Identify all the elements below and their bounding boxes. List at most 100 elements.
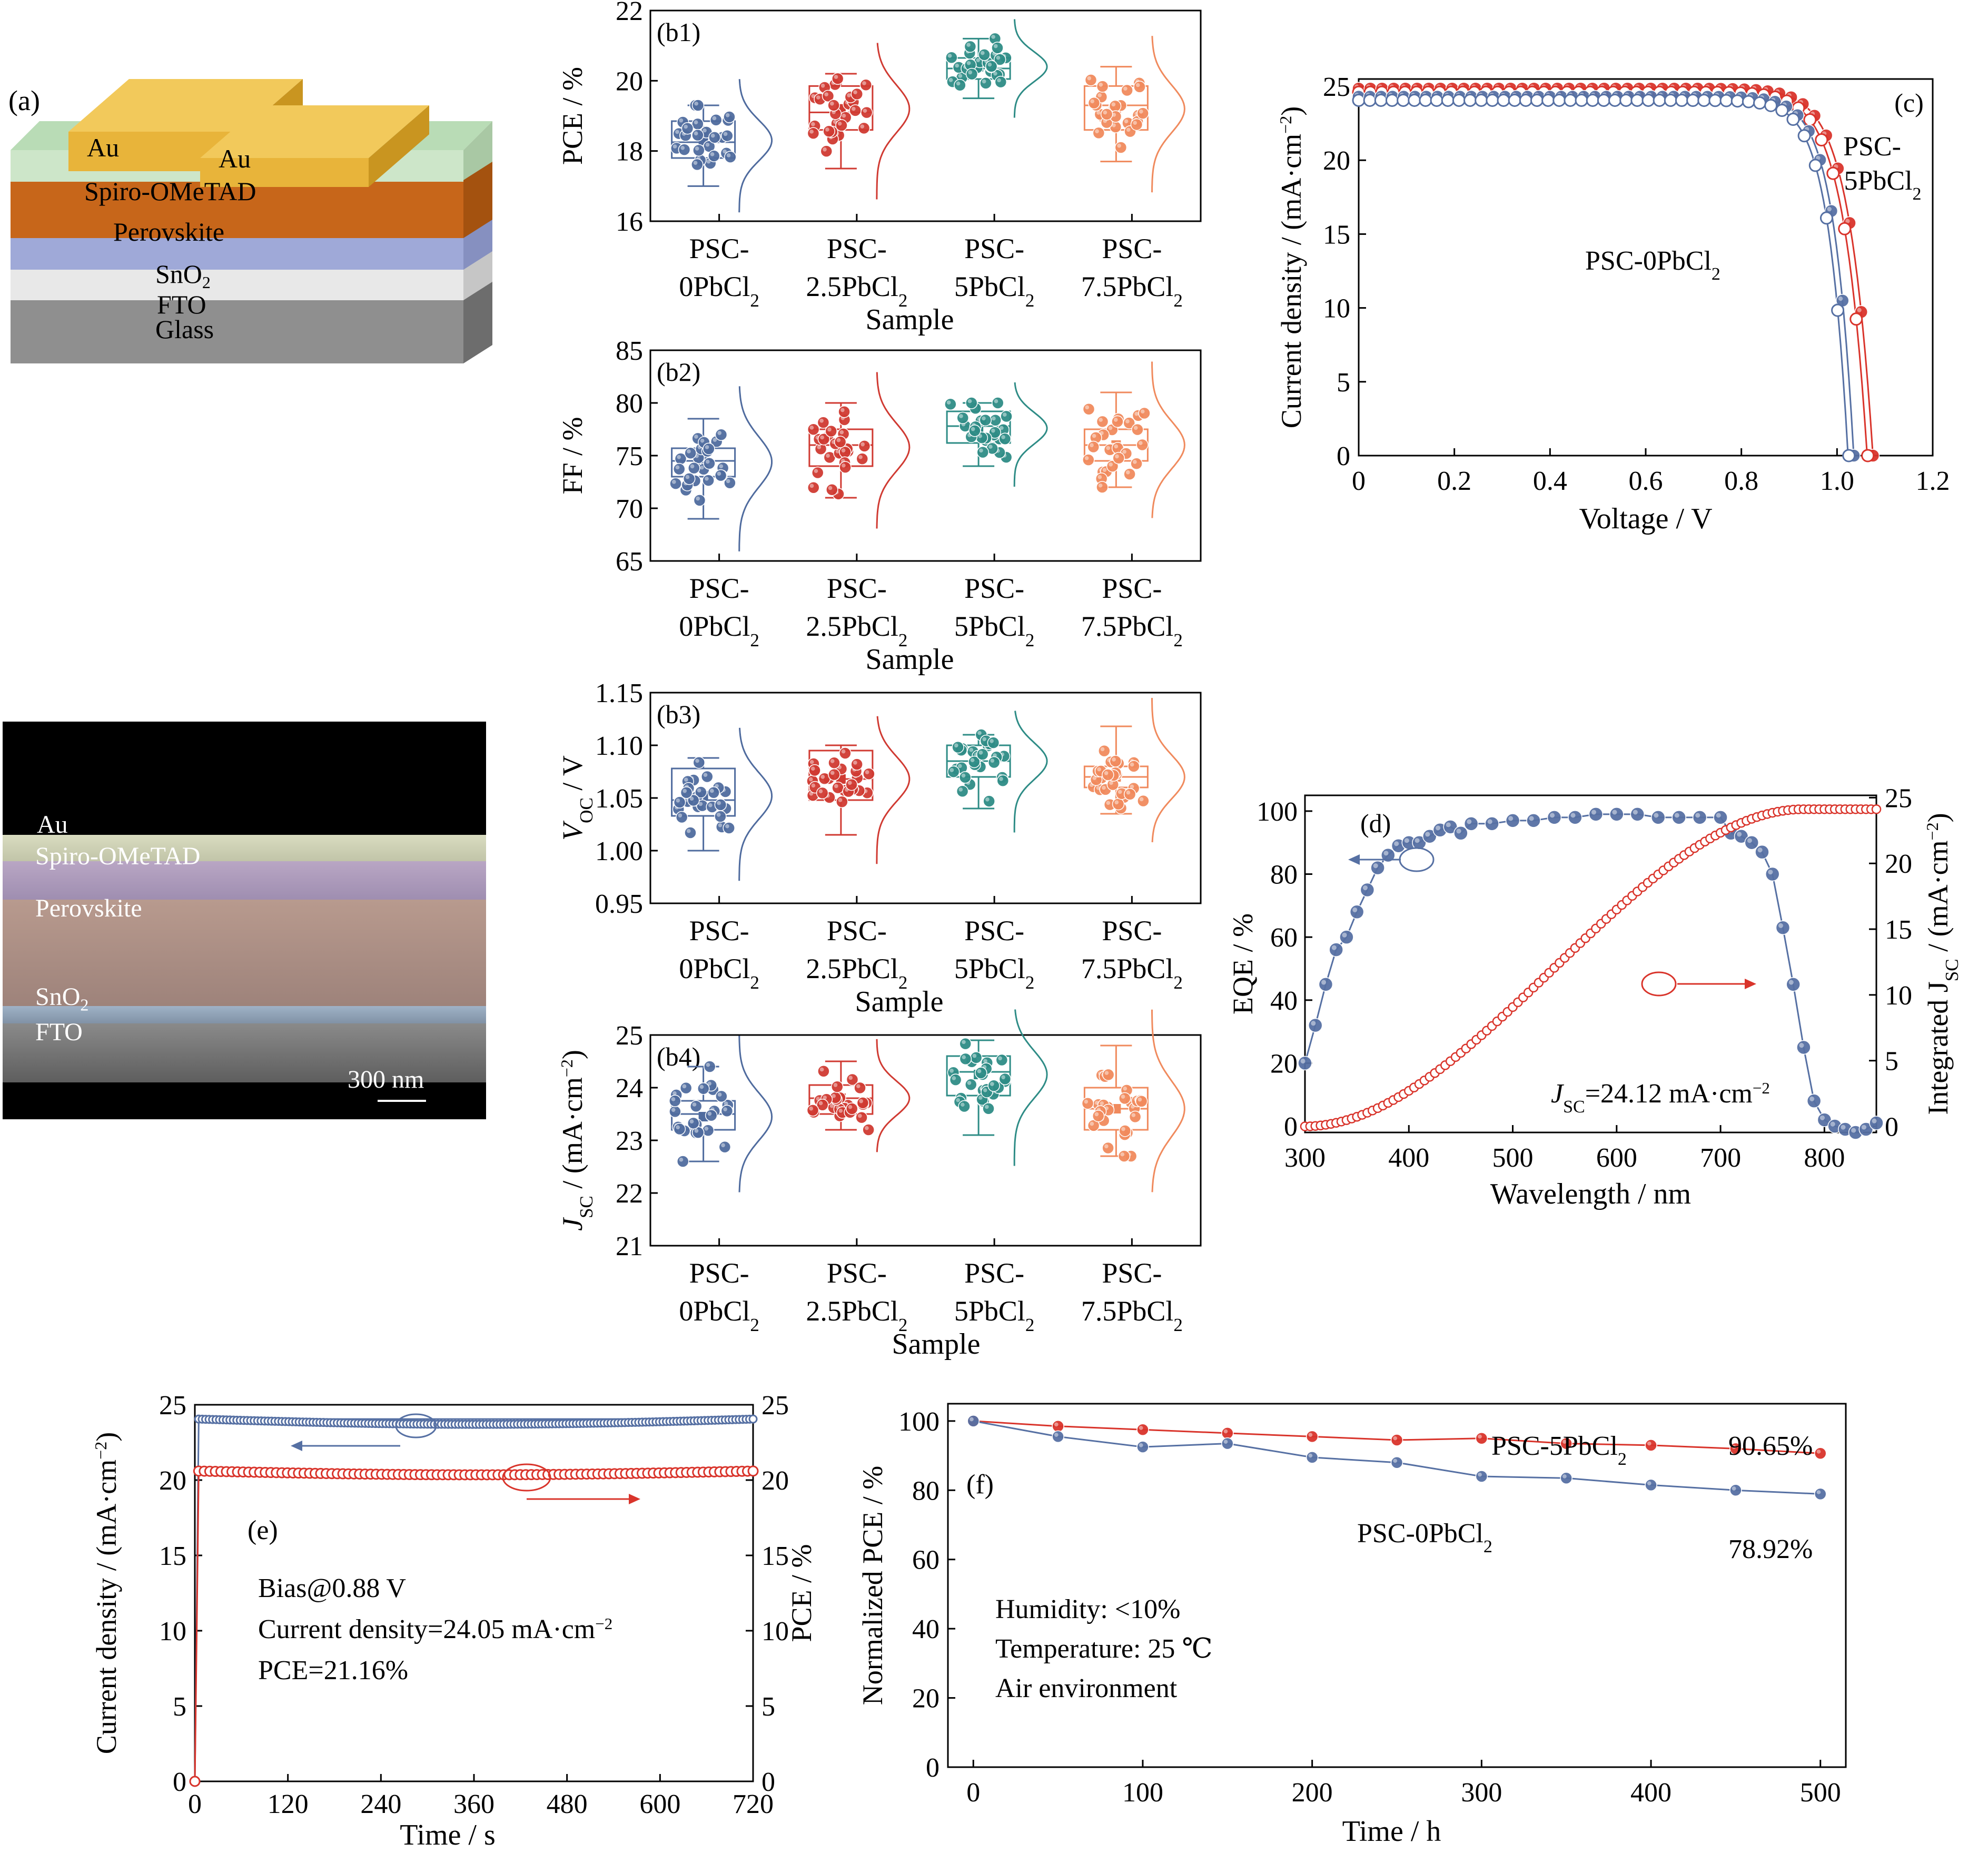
series-point-highlight (1139, 1443, 1143, 1447)
data-point-highlight (686, 829, 691, 833)
distribution-curve (1151, 698, 1185, 843)
box-1 (806, 1039, 911, 1152)
data-point-highlight (954, 743, 958, 748)
data-point-highlight (1097, 93, 1102, 97)
data-point-highlight (1100, 1101, 1104, 1106)
eqe-point (1869, 1116, 1884, 1130)
data-point (958, 1100, 971, 1113)
data-point-highlight (972, 1053, 977, 1058)
data-point-highlight (1097, 475, 1102, 479)
jsc-annotation: JSC=24.12 mA·cm−2 (1551, 1079, 1770, 1117)
category-label-line1: PSC- (689, 1257, 749, 1289)
au-electrode-2 (200, 105, 429, 187)
series-point (1136, 1441, 1149, 1453)
data-point (1123, 788, 1136, 801)
y2-tick-label: 15 (761, 1541, 789, 1571)
data-point-highlight (712, 116, 717, 121)
y2-tick-label: 10 (1885, 981, 1912, 1011)
eqe-point (1671, 810, 1686, 825)
category-label-line2: 7.5PbCl2 (1081, 610, 1183, 650)
eqe-point-highlight (1830, 1121, 1835, 1127)
jsc-ellipse (1641, 971, 1677, 997)
data-point-highlight (983, 1088, 987, 1092)
eqe-point-highlight (1300, 1058, 1305, 1064)
y2-tick-label: 20 (1885, 849, 1912, 879)
distribution-curve (1013, 382, 1048, 487)
eqe-point (1485, 816, 1499, 831)
jv-point-open (1497, 93, 1510, 107)
data-point-highlight (706, 1062, 710, 1067)
y-tick-label: 16 (616, 207, 643, 237)
y2-tick-label: 10 (761, 1617, 789, 1647)
series-label-5pbcl2: PSC-5PbCl2 (1491, 1431, 1627, 1469)
data-point-highlight (1121, 1127, 1125, 1131)
data-point-highlight (983, 1059, 987, 1063)
data-point-highlight (1134, 411, 1139, 416)
data-point (679, 1081, 693, 1095)
data-point (817, 416, 830, 429)
environment-annotation: Air environment (995, 1673, 1178, 1703)
series-point-highlight (1139, 1426, 1143, 1430)
data-point (1130, 457, 1143, 470)
jv-point-open (1441, 93, 1455, 107)
distribution-curve (738, 79, 773, 213)
box-1 (807, 372, 911, 529)
y-tick-label: 60 (912, 1545, 939, 1575)
eqe-point-highlight (1487, 819, 1492, 824)
data-point-highlight (816, 95, 820, 100)
data-point (991, 42, 1004, 54)
data-point-highlight (1112, 757, 1116, 762)
data-point-highlight (1092, 776, 1097, 780)
pce-arrow-head (629, 1494, 640, 1504)
category-label-line1: PSC- (827, 915, 887, 947)
category-label-line1: PSC- (964, 573, 1024, 604)
data-point (673, 1122, 686, 1136)
y-tick-label: 0 (1284, 1112, 1298, 1142)
data-point (834, 436, 847, 448)
data-point (954, 79, 966, 92)
data-point (707, 786, 720, 799)
data-point (808, 764, 821, 777)
series-1 (1352, 90, 1861, 462)
distribution-curve (876, 716, 911, 864)
data-point-highlight (705, 142, 710, 147)
data-point-highlight (847, 93, 851, 97)
data-point (959, 1052, 972, 1066)
x-tick-label: 800 (1804, 1143, 1845, 1173)
data-point (684, 447, 697, 460)
eqe-point-highlight (1362, 885, 1368, 891)
eqe-point (1453, 826, 1468, 841)
box-0 (669, 1036, 773, 1192)
data-point (708, 150, 720, 162)
distribution-curve (738, 727, 773, 881)
data-point (673, 796, 686, 809)
jv-point-open (1430, 93, 1443, 107)
data-point-highlight (1117, 790, 1122, 794)
jv-point-open (1708, 94, 1722, 107)
data-point (1123, 468, 1136, 480)
y-tick-label: 22 (616, 0, 643, 26)
panel-label: (c) (1894, 88, 1924, 117)
data-point-highlight (1001, 1075, 1005, 1080)
y2-tick-label: 25 (1885, 783, 1912, 813)
data-point (715, 1090, 728, 1103)
box-0 (671, 727, 773, 881)
data-point (680, 786, 693, 799)
jv-point-open (1519, 93, 1532, 107)
data-point (849, 104, 862, 117)
data-point-highlight (856, 1084, 861, 1088)
data-point (723, 822, 735, 834)
data-point-highlight (991, 428, 995, 433)
x-axis-label: Voltage / V (1579, 502, 1712, 535)
data-point-highlight (704, 1126, 709, 1131)
data-point (691, 129, 704, 142)
eqe-point-highlight (1747, 838, 1752, 843)
data-point-highlight (1124, 119, 1129, 124)
y-tick-label: 18 (616, 137, 643, 167)
data-point-highlight (948, 78, 953, 82)
eqe-point-highlight (1467, 819, 1472, 824)
data-point-highlight (676, 798, 680, 803)
eqe-point (1526, 813, 1541, 828)
y-tick-label: 85 (616, 336, 643, 366)
eqe-point (1308, 1018, 1323, 1033)
